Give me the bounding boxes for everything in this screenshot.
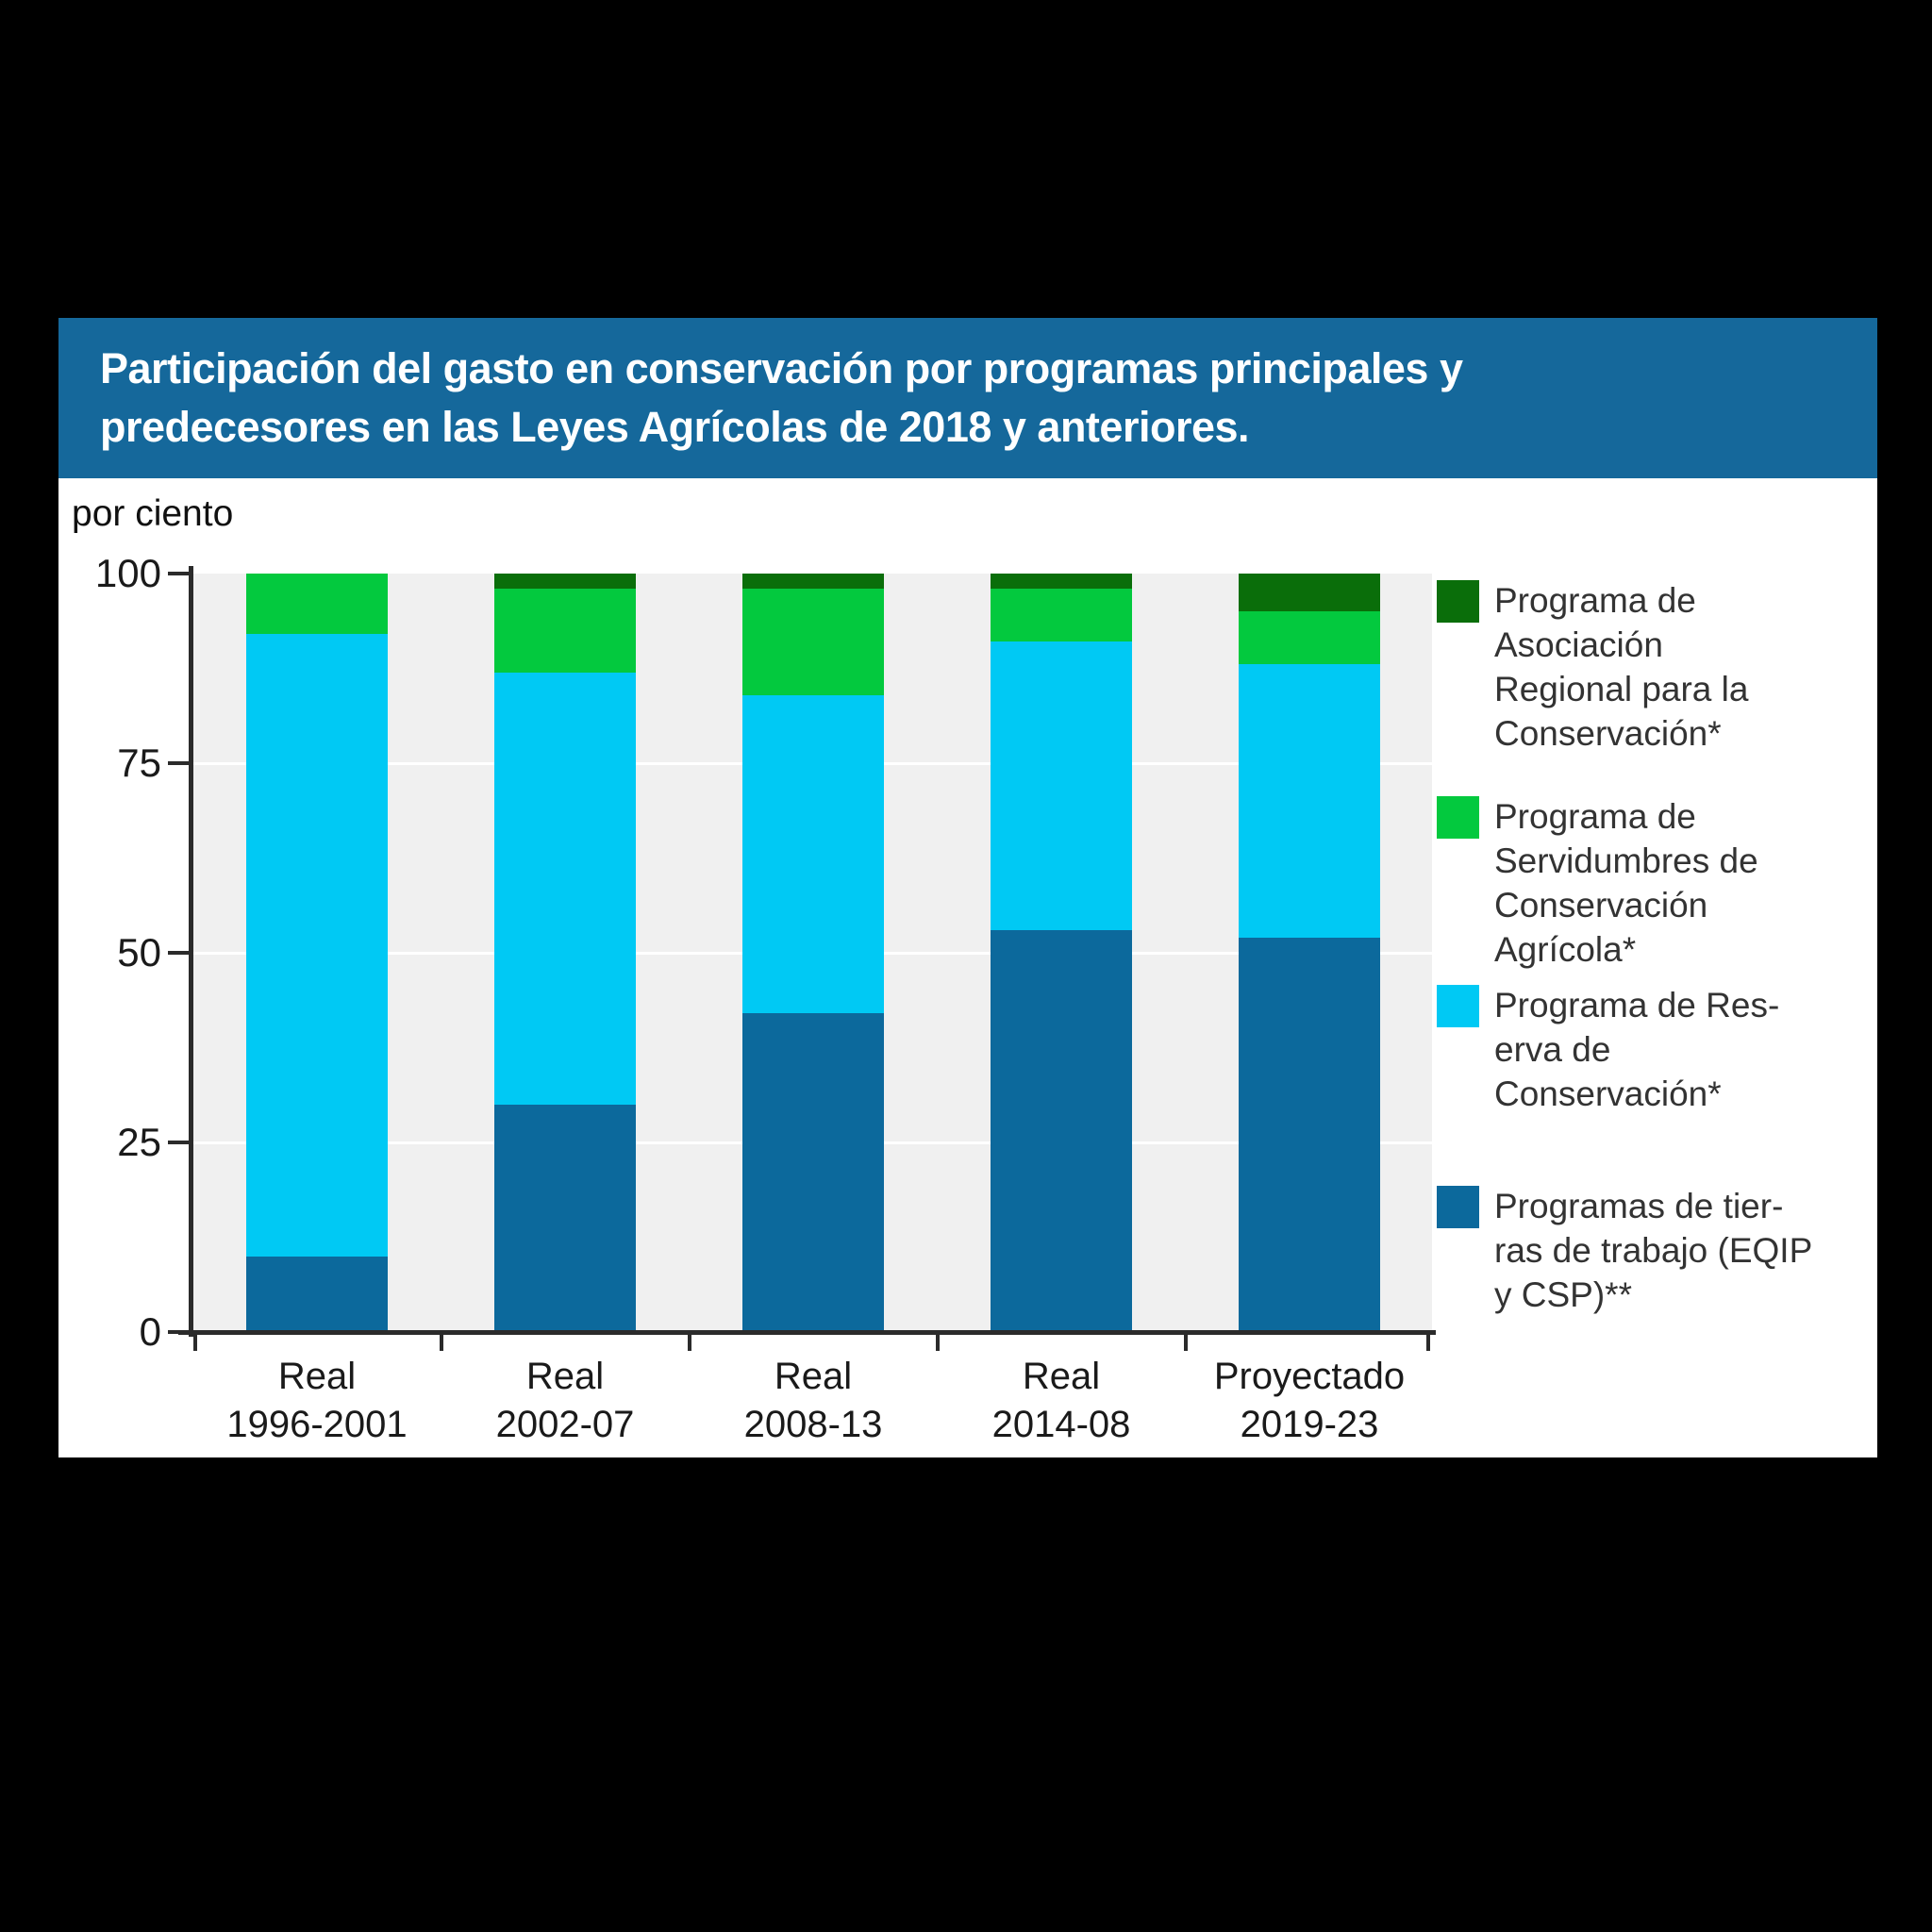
y-tick-mark-25 xyxy=(168,1141,193,1144)
y-tick-mark-100 xyxy=(168,572,193,575)
legend-label-line: Conservación* xyxy=(1494,714,1722,753)
y-tick-mark-50 xyxy=(168,951,193,955)
legend-label-easements: Programa de Servidumbres de Conservación Ag… xyxy=(1494,794,1758,972)
legend-swatch-easements xyxy=(1437,796,1479,839)
y-tick-label-100: 100 xyxy=(94,551,161,595)
x-tick-mark-4 xyxy=(1184,1332,1188,1351)
bar-segment-crp xyxy=(246,634,388,1257)
x-label-line-1: Real xyxy=(525,1356,605,1397)
y-tick-label-0: 0 xyxy=(139,1309,161,1354)
bar-segment-easements xyxy=(742,589,884,695)
legend-label-line: Programa de Res- xyxy=(1494,986,1780,1024)
legend-label-line: Agrícola* xyxy=(1494,930,1637,969)
bar-segment-easements xyxy=(1239,611,1380,665)
bar-segment-rcpp xyxy=(991,574,1132,590)
legend-label-line: Asociación xyxy=(1494,625,1663,664)
y-tick-mark-75 xyxy=(168,761,193,765)
x-label-line-2: 2002-07 xyxy=(495,1404,635,1445)
x-tick-mark-0 xyxy=(193,1332,197,1351)
x-label-line-1: Proyectado xyxy=(1213,1356,1406,1397)
legend-label-line: ras de trabajo (EQIP xyxy=(1494,1231,1813,1270)
legend-label-line: Conservación xyxy=(1494,886,1708,924)
x-label-line-2: 2008-13 xyxy=(743,1404,883,1445)
bar-segment-crp xyxy=(742,694,884,1014)
legend: Programa de Asociación Regional para la Con… xyxy=(1437,318,1871,1457)
x-tick-label: Real 1996-2001 xyxy=(226,1353,407,1449)
bar-segment-rcpp xyxy=(742,574,884,590)
x-tick-label: Real 2008-13 xyxy=(744,1353,883,1449)
y-tick-label-50: 50 xyxy=(117,930,161,974)
x-label-line-2: 2014-08 xyxy=(991,1404,1131,1445)
legend-item-working_lands: Programas de tier-ras de trabajo (EQIP y … xyxy=(1437,1184,1812,1317)
bar-segment-working_lands xyxy=(991,929,1132,1332)
plot-area: 0 25 50 75 100 Real 1996-2001 Real 2002-07 Real 20… xyxy=(95,551,1436,1445)
y-axis-unit-label: por ciento xyxy=(72,493,234,534)
x-tick-label: Real 2002-07 xyxy=(496,1353,635,1449)
bar-segment-easements xyxy=(494,589,636,673)
y-tick-mark-0 xyxy=(168,1330,193,1334)
legend-swatch-working_lands xyxy=(1437,1186,1479,1228)
chart-title-line-1: Participación del gasto en conservación … xyxy=(100,344,1463,392)
legend-label-line: Programa de xyxy=(1494,581,1696,620)
y-tick-label-75: 75 xyxy=(117,741,161,785)
legend-swatch-rcpp xyxy=(1437,580,1479,623)
x-label-line-1: Real xyxy=(1022,1356,1101,1397)
x-label-line-2: 1996-2001 xyxy=(226,1404,408,1445)
legend-item-crp: Programa de Res-erva de Conservación* xyxy=(1437,983,1779,1116)
y-tick-label-25: 25 xyxy=(117,1120,161,1164)
bar-segment-easements xyxy=(991,589,1132,642)
legend-label-rcpp: Programa de Asociación Regional para la Con… xyxy=(1494,578,1748,756)
legend-label-line: Programas de tier- xyxy=(1494,1187,1784,1225)
legend-label-line: Servidumbres de xyxy=(1494,841,1758,880)
bar-segment-crp xyxy=(991,641,1132,930)
bar-segment-working_lands xyxy=(1239,937,1380,1332)
bar-segment-working_lands xyxy=(494,1104,636,1332)
x-axis-line xyxy=(178,1330,1436,1335)
chart-title-line-2: predecesores en las Leyes Agrícolas de 2… xyxy=(100,403,1250,451)
legend-label-line: y CSP)** xyxy=(1494,1275,1632,1314)
legend-label-working_lands: Programas de tier-ras de trabajo (EQIP y … xyxy=(1494,1184,1812,1317)
chart-card: Participación del gasto en conservación … xyxy=(58,318,1877,1457)
x-tick-mark-3 xyxy=(936,1332,940,1351)
bar-segment-easements xyxy=(246,574,388,635)
x-tick-label: Proyectado 2019-23 xyxy=(1214,1353,1405,1449)
bar-segment-working_lands xyxy=(246,1256,388,1332)
bar-segment-working_lands xyxy=(742,1013,884,1332)
x-label-line-1: Real xyxy=(774,1356,853,1397)
bar-segment-rcpp xyxy=(494,574,636,590)
legend-label-line: Regional para la xyxy=(1494,670,1749,708)
legend-label-crp: Programa de Res-erva de Conservación* xyxy=(1494,983,1779,1116)
bar-segment-crp xyxy=(494,672,636,1105)
chart-title-bar: Participación del gasto en conservación … xyxy=(58,318,1877,478)
x-tick-mark-1 xyxy=(440,1332,443,1351)
x-label-line-2: 2019-23 xyxy=(1240,1404,1379,1445)
legend-label-line: erva de xyxy=(1494,1030,1611,1069)
x-tick-mark-5 xyxy=(1426,1332,1430,1351)
legend-item-easements: Programa de Servidumbres de Conservación Ag… xyxy=(1437,794,1758,972)
legend-label-line: Programa de xyxy=(1494,797,1696,836)
bar-segment-rcpp xyxy=(1239,574,1380,612)
x-label-line-1: Real xyxy=(277,1356,357,1397)
legend-item-rcpp: Programa de Asociación Regional para la Con… xyxy=(1437,578,1748,756)
bar-segment-crp xyxy=(1239,664,1380,938)
x-tick-mark-2 xyxy=(688,1332,691,1351)
legend-swatch-crp xyxy=(1437,985,1479,1027)
x-tick-label: Real 2014-08 xyxy=(992,1353,1131,1449)
legend-label-line: Conservación* xyxy=(1494,1074,1722,1113)
